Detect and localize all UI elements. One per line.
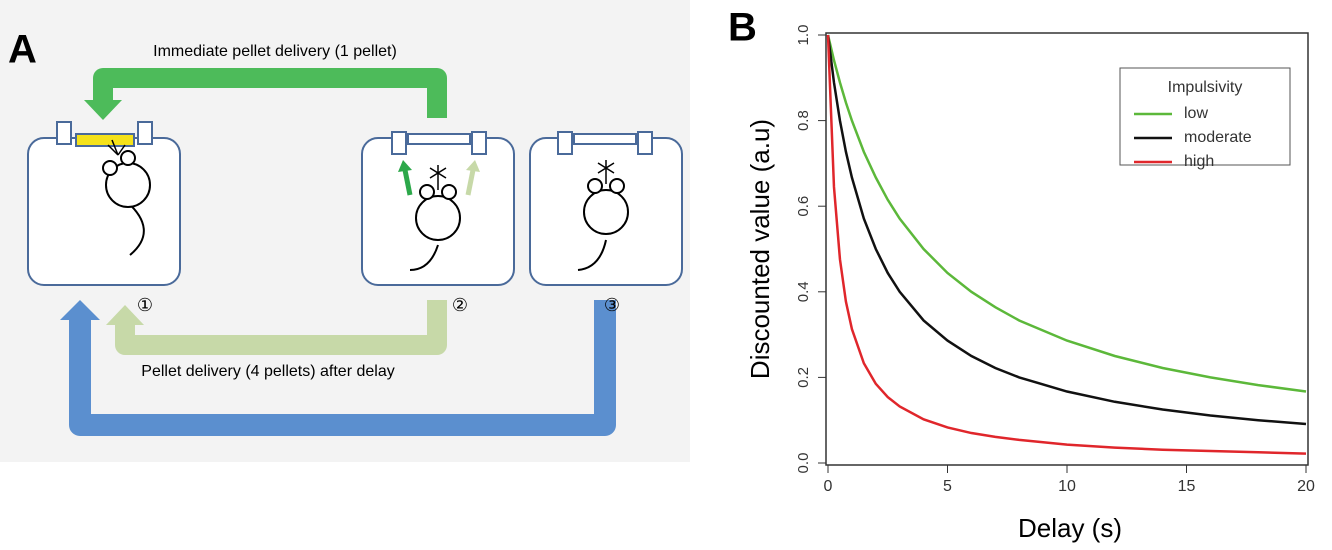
- y-tick-label: 1.0: [795, 25, 812, 46]
- return-arrow: [69, 300, 616, 436]
- legend-label: low: [1184, 105, 1208, 122]
- line: [826, 34, 1307, 455]
- x-tick-label: 0: [824, 478, 833, 495]
- cage-1: [27, 121, 181, 286]
- x-tick-label: 5: [943, 478, 952, 495]
- x-axis-label: Delay (s): [1018, 513, 1122, 543]
- panel-label: A: [8, 28, 37, 72]
- immediate-arrow: [93, 68, 447, 118]
- cage-3: [529, 131, 683, 286]
- step-number: ③: [604, 295, 620, 315]
- x-tick-label: 10: [1058, 478, 1076, 495]
- x-tick-label: 15: [1178, 478, 1196, 495]
- arrow-label: Pellet delivery (4 pellets) after delay: [141, 363, 394, 380]
- panel-label: B: [728, 6, 757, 50]
- y-tick-label: 0.6: [795, 196, 812, 217]
- arrowhead: [60, 300, 100, 320]
- y-axis-label: Discounted value (a.u): [745, 119, 775, 379]
- legend-label: moderate: [1184, 129, 1252, 146]
- line: [826, 34, 1307, 426]
- y-tick-label: 0.0: [795, 453, 812, 474]
- y-tick-label: 0.8: [795, 110, 812, 131]
- x-tick-label: 20: [1297, 478, 1315, 495]
- legend-title: Impulsivity: [1168, 79, 1243, 96]
- line: [826, 34, 1307, 393]
- step-number: ②: [452, 295, 468, 315]
- legend-box: [1119, 67, 1291, 166]
- step-number: ①: [137, 295, 153, 315]
- arrowhead: [106, 305, 144, 325]
- y-tick-label: 0.4: [795, 281, 812, 302]
- delay-arrow: [115, 300, 447, 355]
- y-tick-label: 0.2: [795, 367, 812, 388]
- cage-2: [361, 131, 515, 286]
- arrowhead: [84, 100, 122, 120]
- legend-label: high: [1184, 153, 1214, 170]
- arrow-label: Immediate pellet delivery (1 pellet): [153, 43, 397, 60]
